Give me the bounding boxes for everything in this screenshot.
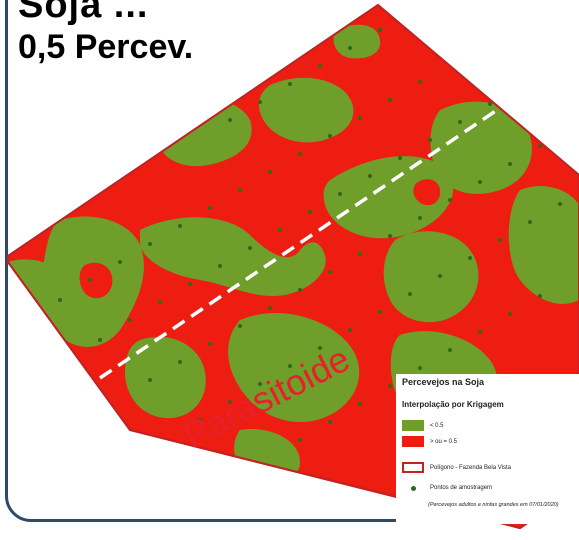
map-legend: Percevejos na Soja Interpolação por Krig… — [396, 374, 579, 524]
zone-top-right-green — [333, 24, 381, 59]
zone-bottom-center-green — [228, 312, 360, 423]
transect-line — [99, 106, 501, 380]
legend-label-low: < 0.5 — [430, 422, 444, 429]
legend-row-high: > ou = 0.5 — [402, 436, 457, 447]
legend-label-polygon: Polígono - Fazenda Bela Vista — [430, 464, 511, 471]
page-title-top: Soja ... — [18, 0, 149, 26]
zone-bottom-left-green — [125, 336, 206, 419]
zone-red-island-2 — [413, 179, 441, 206]
page-title: 0,5 Percev. — [18, 28, 194, 66]
zone-right-edge-green — [508, 185, 579, 304]
zone-center-diagonal-green — [140, 217, 326, 297]
legend-swatch-polygon — [402, 462, 424, 473]
legend-note: (Percevejos adultos e ninfas grandes em … — [428, 502, 559, 508]
zone-right-green — [383, 231, 479, 323]
legend-label-points: Pontos de amostragem — [430, 485, 493, 491]
legend-label-high: > ou = 0.5 — [430, 438, 458, 445]
legend-swatch-low — [402, 420, 424, 431]
legend-row-low: < 0.5 — [402, 420, 444, 431]
legend-row-polygon: Polígono - Fazenda Bela Vista — [402, 462, 511, 473]
legend-row-points: Pontos de amostragem — [402, 485, 492, 491]
zone-right-upper-green — [430, 101, 532, 194]
legend-subtitle: Interpolação por Krigagem — [402, 400, 504, 409]
legend-title: Percevejos na Soja — [402, 377, 485, 387]
sampling-point-icon — [402, 485, 424, 491]
legend-swatch-high — [402, 436, 424, 447]
zone-red-island-1 — [79, 262, 113, 299]
zone-small-center-green — [326, 97, 352, 122]
sampling-points — [58, 28, 562, 442]
rounded-frame — [5, 0, 579, 522]
zone-top-center-green — [258, 77, 354, 143]
